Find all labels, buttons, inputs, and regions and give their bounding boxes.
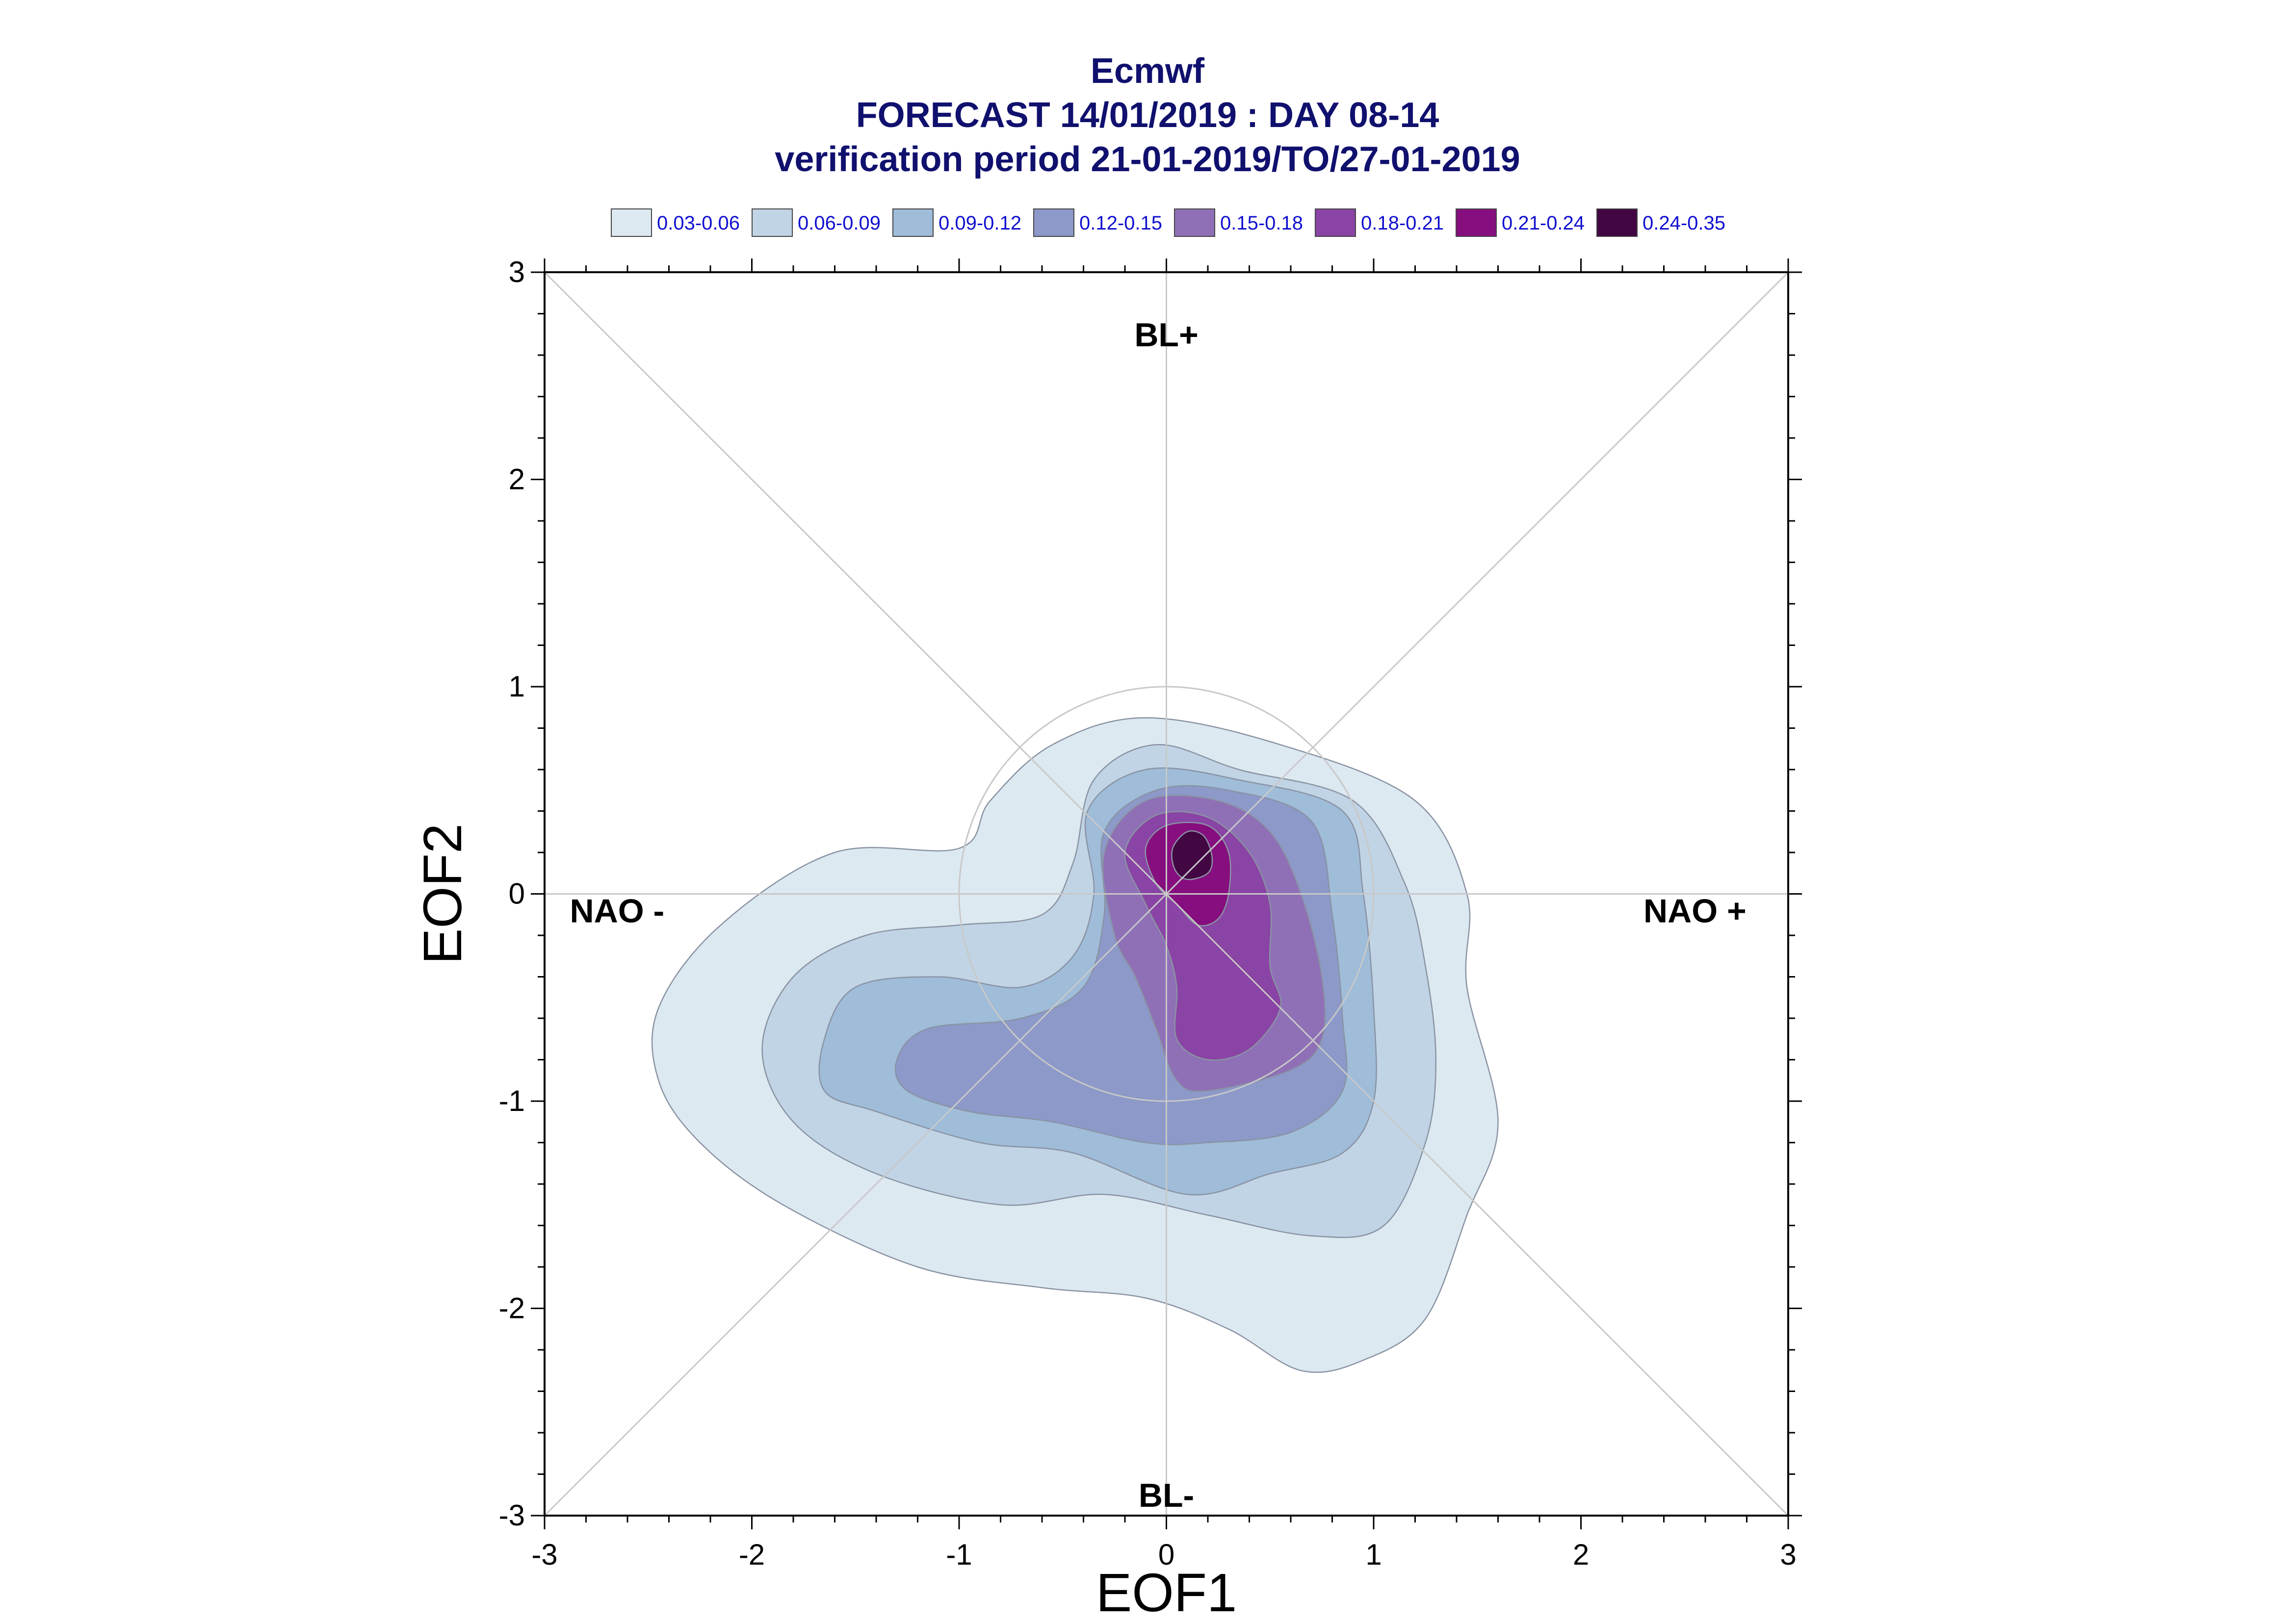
x-tick-label: 2 — [1573, 1538, 1589, 1571]
legend-swatch — [752, 208, 793, 237]
legend-swatch — [892, 208, 934, 237]
y-tick-label: 2 — [509, 463, 525, 496]
legend-label: 0.06-0.09 — [798, 212, 881, 234]
legend-swatch — [1596, 208, 1638, 237]
x-tick-label: 3 — [1780, 1538, 1796, 1571]
x-axis-title: EOF1 — [1096, 1563, 1237, 1623]
contour-band — [1171, 830, 1213, 880]
x-tick-label: -1 — [946, 1538, 972, 1571]
legend-label: 0.18-0.21 — [1361, 212, 1444, 234]
x-tick-label: 0 — [1158, 1538, 1174, 1571]
legend-swatch — [1315, 208, 1356, 237]
y-tick-label: -3 — [499, 1499, 525, 1532]
legend-swatch — [1456, 208, 1497, 237]
legend-swatch — [611, 208, 652, 237]
regime-label: BL- — [1139, 1477, 1194, 1514]
x-tick-label: -3 — [531, 1538, 557, 1571]
y-tick-label: -1 — [499, 1084, 525, 1117]
chart-title-line1: Ecmwf — [1090, 52, 1205, 91]
regime-label: NAO - — [570, 892, 665, 929]
reference-circle — [958, 686, 1375, 1102]
legend-label: 0.09-0.12 — [939, 212, 1022, 234]
x-tick-label: -2 — [739, 1538, 765, 1571]
legend-label: 0.24-0.35 — [1643, 212, 1726, 234]
y-tick-label: 1 — [509, 670, 525, 703]
y-axis-title: EOF2 — [413, 824, 473, 964]
chart-title-line3: verification period 21-01-2019/TO/27-01-… — [775, 140, 1520, 179]
regime-label: BL+ — [1134, 316, 1198, 354]
legend-label: 0.21-0.24 — [1502, 212, 1585, 234]
y-tick-label: 0 — [509, 877, 525, 910]
y-tick-label: -2 — [499, 1292, 525, 1325]
legend-label: 0.12-0.15 — [1079, 212, 1163, 234]
y-tick-label: 3 — [509, 256, 525, 288]
legend-swatch — [1174, 208, 1215, 237]
legend-label: 0.15-0.18 — [1220, 212, 1304, 234]
legend-swatch — [1033, 208, 1074, 237]
chart-title-line2: FORECAST 14/01/2019 : DAY 08-14 — [856, 96, 1439, 135]
legend-label: 0.03-0.06 — [657, 212, 740, 234]
x-tick-label: 1 — [1365, 1538, 1382, 1571]
regime-label: NAO + — [1643, 892, 1747, 929]
